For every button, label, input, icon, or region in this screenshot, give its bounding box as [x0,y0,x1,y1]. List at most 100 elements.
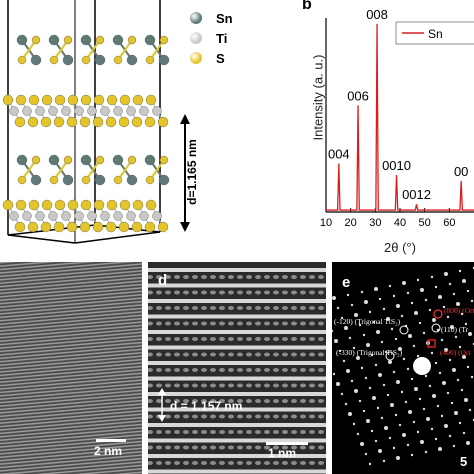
lattice-dot [255,321,261,326]
diffraction-spot [374,287,378,291]
lattice-dot [201,461,207,465]
diffraction-spot [376,330,380,334]
lattice-dot [318,461,324,465]
diffraction-spot [396,304,400,308]
lattice-dot [264,399,270,403]
scale-label: 1 nm [268,446,297,460]
diffraction-spot [460,388,464,392]
lattice-dot [309,461,315,465]
peak-label: 008 [366,7,388,22]
ti-atom [35,106,45,116]
lattice-dot [156,445,162,450]
x-tick-label: 60 [443,217,455,229]
diffraction-spot [452,368,456,372]
lattice-dot [300,290,306,295]
diffraction-spot [422,331,426,335]
lattice-dot [318,383,324,388]
lattice-dot [255,383,261,388]
s-atom [159,35,169,45]
s-atom [81,175,91,185]
s-atom [119,94,131,106]
diffraction-spot [444,348,448,352]
s-atom [95,35,105,45]
lattice-dot [201,352,207,357]
lattice-dot [300,399,306,403]
lattice-dot [174,445,180,450]
lattice-dot [309,368,315,372]
lattice-dot [273,290,279,295]
ti-atom [35,211,45,221]
lattice-dot [183,306,189,310]
label-800: (800) (Ort [444,306,474,315]
lattice-dot [201,368,207,372]
s-atom [132,199,144,211]
diffraction-spot [402,357,406,361]
diffraction-spot [378,449,382,453]
lattice-dot [273,321,279,326]
lattice-dot [156,337,162,341]
lattice-dot [291,306,297,310]
diffraction-spot [464,322,468,326]
ti-atom [126,106,136,116]
lattice-dot [219,321,225,326]
diffraction-spot [344,326,348,330]
panel-e-saed-pattern: e (-120) (Trigonal TiS₂) (-330) (Trigona… [332,262,474,474]
lattice-dot [183,445,189,450]
lattice-fringe-bright [148,376,326,381]
lattice-dot [291,461,297,465]
lattice-dot [174,290,180,295]
s-atom [157,116,169,128]
lattice-dot [228,461,234,465]
s-atom [31,35,41,45]
lattice-dot [300,352,306,357]
lattice-dot [237,445,243,450]
s-atom [15,94,27,106]
lattice-dot [156,352,162,357]
diffraction-spot [402,281,406,285]
s-atom [144,221,156,233]
diffraction-spot [456,302,460,306]
diffraction-spot [364,376,368,380]
lattice-dot [148,275,153,279]
lattice-fringe-bright [148,283,326,288]
lattice-fringe-bright [148,438,326,443]
lattice-dot [264,352,270,357]
lattice-dot [255,461,261,465]
lattice-dot [318,368,324,372]
lattice-dot [282,321,288,326]
lattice-dot [192,383,198,388]
lattice-dot [300,275,306,279]
s-atom [66,116,78,128]
s-atom [63,155,73,165]
lattice-dot [165,306,171,310]
lattice-dot [237,430,243,434]
x-tick-label: 30 [369,217,381,229]
lattice-dot [201,290,207,295]
lattice-dot [255,414,261,419]
lattice-dot [165,337,171,341]
legend-label-ti: Ti [216,30,228,46]
diffraction-spot [390,327,394,331]
ti-atom [87,211,97,221]
lattice-dot [183,368,189,372]
label-110: (110) (Tr [441,325,469,334]
diffraction-spot [358,399,362,403]
lattice-dot [309,399,315,403]
s-atom [92,221,104,233]
diffraction-spot [420,440,424,444]
lattice-dot [309,321,315,326]
diffraction-spot [438,295,442,299]
diffraction-spot [340,316,344,320]
lattice-dot [300,368,306,372]
lattice-dot [165,399,171,403]
diffraction-spot [450,401,454,405]
lattice-dot [291,399,297,403]
diffraction-spot [416,430,420,434]
lattice-dot [282,337,288,341]
s-atom [92,116,104,128]
diffraction-spot [364,300,368,304]
lattice-dot [318,352,324,357]
lattice-dot [282,461,288,465]
diffraction-spot [430,275,434,279]
lattice-dot [282,445,288,450]
